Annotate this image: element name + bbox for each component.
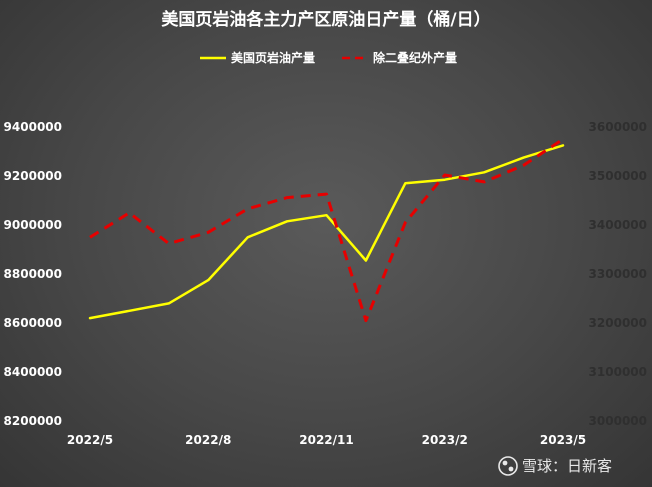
y-right-tick-label: 3000000 bbox=[589, 414, 647, 428]
y-right-tick-label: 3100000 bbox=[589, 365, 647, 379]
x-tick-label: 2023/2 bbox=[422, 433, 468, 447]
y-right-tick-label: 3400000 bbox=[589, 218, 647, 232]
y-left-tick-label: 8800000 bbox=[4, 267, 62, 281]
y-left-tick-label: 8600000 bbox=[4, 316, 62, 330]
series-layer bbox=[88, 138, 565, 323]
x-tick-label: 2022/11 bbox=[299, 433, 353, 447]
series-line-1 bbox=[88, 144, 565, 320]
y-left-tick-label: 9000000 bbox=[4, 218, 62, 232]
y-axis-right: 3000000 3100000 3200000 3300000 3400000 35000… bbox=[589, 120, 647, 428]
snowball-logo-icon bbox=[498, 456, 518, 476]
y-right-tick-label: 3300000 bbox=[589, 267, 647, 281]
legend-label-series-1: 美国页岩油产量 bbox=[231, 50, 315, 65]
legend-label-series-2: 除二叠纪外产量 bbox=[373, 50, 457, 65]
y-right-tick-label: 3600000 bbox=[589, 120, 647, 134]
y-axis-left: 8200000 8400000 8600000 8800000 9000000 92000… bbox=[4, 120, 62, 428]
y-right-tick-label: 3200000 bbox=[589, 316, 647, 330]
y-left-tick-label: 9400000 bbox=[4, 120, 62, 134]
x-axis: 2022/5 2022/8 2022/11 2023/2 2023/5 bbox=[67, 433, 586, 447]
x-tick-label: 2022/5 bbox=[67, 433, 113, 447]
y-left-tick-label: 9200000 bbox=[4, 169, 62, 183]
chart-title: 美国页岩油各主力产区原油日产量（桶/日） bbox=[161, 9, 490, 30]
series-line-2 bbox=[89, 138, 564, 323]
watermark: 雪球：日新客 bbox=[498, 456, 612, 476]
watermark-text: 雪球：日新客 bbox=[522, 457, 612, 475]
y-right-tick-label: 3500000 bbox=[589, 169, 647, 183]
y-left-tick-label: 8400000 bbox=[4, 365, 62, 379]
y-left-tick-label: 8200000 bbox=[4, 414, 62, 428]
x-tick-label: 2022/8 bbox=[185, 433, 231, 447]
x-tick-label: 2023/5 bbox=[540, 433, 586, 447]
legend: 美国页岩油产量 除二叠纪外产量 bbox=[200, 50, 457, 65]
